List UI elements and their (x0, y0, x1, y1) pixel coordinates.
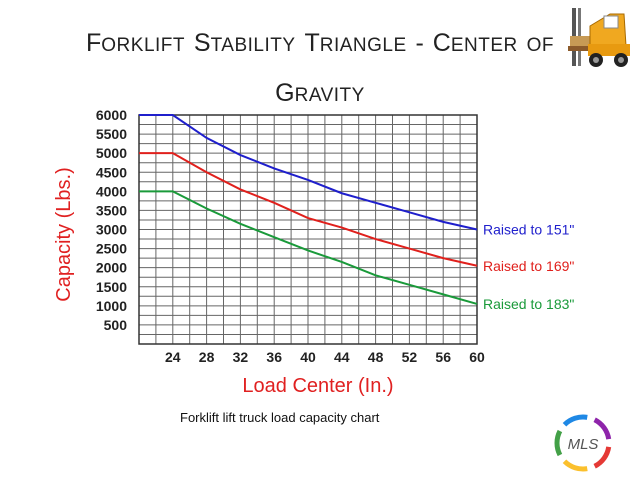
title-word-initial: F (86, 29, 102, 57)
title-word: Gravity (275, 72, 365, 108)
title-word-initial: C (432, 29, 451, 57)
title-word: of (527, 22, 554, 58)
x-tick-label: 44 (334, 349, 350, 365)
title-line-1: Forklift Stability Triangle - Center of (40, 18, 600, 68)
x-tick-label: 36 (266, 349, 282, 365)
series-line (139, 152, 478, 267)
slide-title: Forklift Stability Triangle - Center of … (40, 18, 600, 118)
series-label: Raised to 169" (483, 258, 574, 274)
logo-arc (593, 417, 612, 440)
title-word-rest: enter (450, 35, 518, 56)
x-tick-label: 24 (165, 349, 181, 365)
title-word-rest: tability (210, 35, 296, 56)
x-tick-label: 32 (233, 349, 249, 365)
logo-arc (562, 459, 588, 472)
title-word-initial: T (304, 29, 320, 57)
title-word-initial: S (193, 29, 211, 57)
x-tick-label: 52 (402, 349, 418, 365)
title-word-rest: of (526, 35, 554, 56)
logo-text: MLS (568, 436, 599, 453)
forklift-icon (568, 8, 630, 67)
mls-logo: MLS (554, 414, 612, 472)
y-axis-label: Capacity (Lbs.) (53, 167, 75, 302)
logo-arc (562, 414, 588, 427)
y-tick-label: 1500 (96, 279, 127, 295)
chart-caption: Forklift lift truck load capacity chart (180, 410, 380, 425)
x-tick-label: 56 (435, 349, 451, 365)
x-axis-label: Load Center (In.) (242, 375, 393, 397)
title-word: - (416, 22, 424, 58)
title-word: Triangle (304, 22, 406, 58)
x-tick-label: 28 (199, 349, 215, 365)
title-word-rest: riangle (319, 35, 407, 56)
y-tick-label: 2000 (96, 260, 127, 276)
series-label: Raised to 183" (483, 296, 574, 312)
title-word-initial: - (415, 29, 424, 57)
title-word: Stability (194, 22, 296, 58)
y-tick-label: 5500 (96, 126, 127, 142)
y-tick-label: 4500 (96, 164, 127, 180)
title-line-2: Gravity (40, 68, 600, 118)
y-tick-label: 4000 (96, 183, 127, 199)
y-tick-label: 3000 (96, 222, 127, 238)
x-tick-label: 48 (368, 349, 384, 365)
x-tick-label: 40 (300, 349, 316, 365)
logo-arc (554, 429, 563, 457)
y-tick-label: 5000 (96, 145, 127, 161)
logo-arc (593, 446, 612, 469)
title-word-rest: ravity (294, 85, 365, 106)
series-line (139, 190, 478, 305)
title-word: Forklift (86, 22, 185, 58)
y-tick-label: 2500 (96, 241, 127, 257)
y-tick-label: 3500 (96, 202, 127, 218)
y-tick-label: 500 (104, 317, 128, 333)
y-tick-label: 1000 (96, 298, 127, 314)
title-word-initial: G (275, 79, 295, 107)
x-tick-label: 60 (469, 349, 485, 365)
title-word-rest: orklift (101, 35, 186, 56)
series-line (139, 114, 478, 231)
series-label: Raised to 151" (483, 222, 574, 238)
y-tick-label: 6000 (96, 107, 127, 123)
title-word: Center (433, 22, 518, 58)
